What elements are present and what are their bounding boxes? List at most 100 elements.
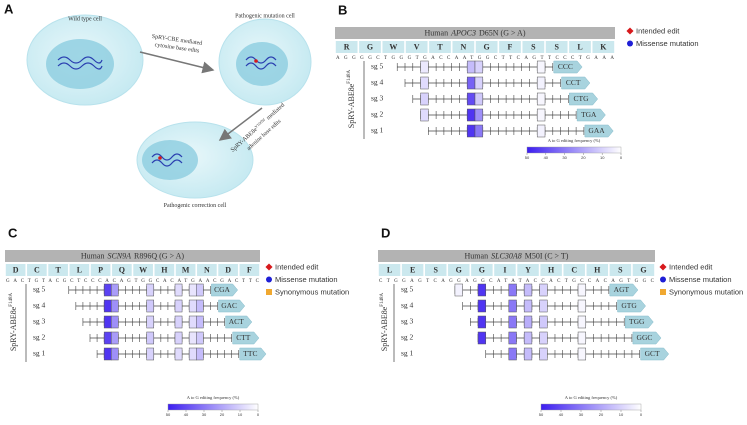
edit-frequency-cell [466,108,476,122]
amino-acid-cell [378,264,401,276]
amino-acid-cell [494,264,516,276]
label-sup: V106W [253,117,266,129]
amino-acid-cell [540,264,562,276]
dna-strand [245,56,277,70]
y-axis-label: SpRY-ABE8eF148A [380,292,389,351]
colorbar-tick-label: 0 [257,412,260,417]
edit-frequency-cell [188,315,197,329]
amino-acid-cell [475,41,498,53]
nucleus [236,42,288,86]
guide-name: sg 4 [33,301,46,310]
edit-dot [158,156,162,160]
edit-frequency-cell [536,108,546,122]
edit-frequency-cell [474,92,484,106]
pam-label: AGT [614,285,630,294]
legend-label: Intended edit [669,262,713,271]
edit-frequency-cell [174,347,183,361]
guide-name: sg 5 [401,285,414,294]
guide-name: sg 3 [401,317,414,326]
edit-frequency-cell [174,299,183,313]
title-gene: SCN9A [107,251,131,260]
pam-arrow [553,60,583,74]
edit-frequency-cell [188,331,197,345]
edit-frequency-cell [508,283,517,297]
edit-frequency-cell [454,283,463,297]
edit-frequency-cell [111,283,119,297]
amino-acid-cell [5,264,26,276]
guide-name: sg 2 [371,110,384,119]
y-label-text: SpRY-ABE8e [9,306,18,351]
edit-frequency-cell [577,347,586,361]
edit-frequency-cell [174,283,183,297]
edit-frequency-cell [103,283,112,297]
colorbar [167,403,259,411]
title-bar [5,250,260,262]
edit-frequency-cell [196,331,204,345]
legend-marker [266,289,272,295]
pam-label: CTT [236,333,251,342]
title-bar [378,250,655,262]
edit-frequency-cell [508,299,517,313]
edit-frequency-cell [523,331,533,345]
title-gene: SLC30A8 [491,251,522,260]
edit-frequency-cell [103,347,112,361]
pam-label: TTC [243,349,257,358]
amino-acid: G [479,265,485,274]
pam-arrow [211,283,238,297]
edit-frequency-cell [536,124,546,138]
pam-arrow [609,283,639,297]
amino-acid: D [225,265,231,274]
amino-acid-cell [517,264,539,276]
pam-arrow [225,315,253,329]
colorbar-tick-label: 30 [202,412,207,417]
panel-letter: D [381,225,390,240]
edit-frequency-cell [477,299,486,313]
pam-label: CCC [558,62,573,71]
pam-arrow [617,299,646,313]
legend-marker [266,276,272,283]
colorbar-tick-label: 20 [220,412,225,417]
legend-marker [660,289,666,295]
colorbar-tick-label: 10 [600,155,605,160]
pam-arrow [569,92,598,106]
amino-acid: C [34,265,40,274]
edit-frequency-cell [474,60,484,74]
panel-letter: B [338,2,347,17]
edit-frequency-cell [474,124,484,138]
pam-label: CTG [574,94,590,103]
amino-acid: N [460,42,466,51]
colorbar-title: A to G editing frequency (%) [548,138,601,143]
nucleus [142,140,198,180]
edit-frequency-cell [466,124,476,138]
pam-arrow [232,331,260,345]
edit-frequency-cell [477,315,486,329]
edit-frequency-cell [466,60,476,74]
amino-acid: T [437,42,443,51]
guide-name: sg 5 [371,62,384,71]
amino-acid-cell [592,41,615,53]
amino-acid: H [161,265,168,274]
edit-frequency-cell [577,315,586,329]
cell-label: Pathogenic correction cell [164,203,227,209]
title-part: Human [425,28,449,37]
edit-frequency-cell [420,92,429,106]
amino-acid: E [410,265,415,274]
colorbar-title: A to G editing frequency (%) [187,395,240,400]
legend-label: Missense mutation [275,275,338,284]
legend-marker [659,263,667,271]
dna-strand [151,153,183,167]
y-label-sup: F148A [9,292,14,306]
amino-acid: L [387,265,392,274]
arrow [139,51,215,74]
pam-label: TGG [629,317,645,326]
edit-frequency-cell [146,347,155,361]
colorbar-tick-label: 20 [599,412,604,417]
amino-acid-cell [448,264,470,276]
edit-frequency-cell [539,299,548,313]
title-part: R896Q (G > A) [134,251,184,260]
guide-name: sg 4 [401,301,414,310]
guide-name: sg 2 [401,333,414,342]
guide-name: sg 1 [401,349,414,358]
